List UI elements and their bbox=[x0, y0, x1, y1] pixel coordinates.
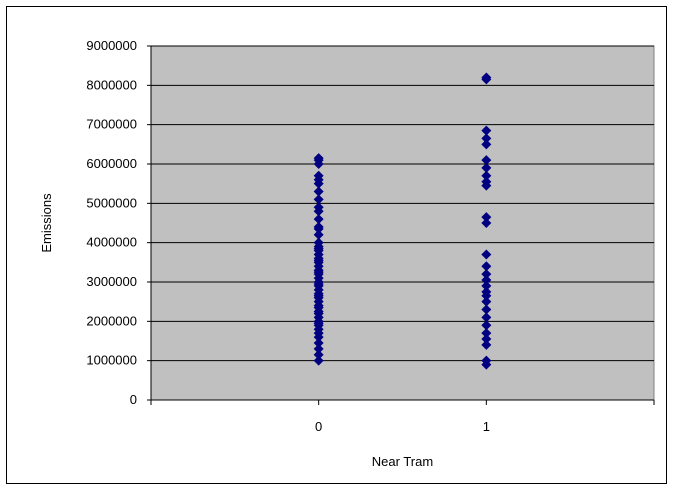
data-point bbox=[313, 355, 324, 366]
data-point bbox=[481, 312, 492, 323]
data-point bbox=[313, 214, 324, 225]
data-point bbox=[313, 349, 324, 360]
axes bbox=[147, 45, 655, 405]
y-tick-label: 6000000 bbox=[86, 156, 137, 171]
data-point bbox=[313, 202, 324, 213]
y-tick-label: 4000000 bbox=[86, 235, 137, 250]
data-point bbox=[313, 221, 324, 232]
data-point bbox=[313, 237, 324, 248]
x-tick-label: 0 bbox=[315, 419, 322, 434]
y-axis-title: Emissions bbox=[39, 193, 54, 253]
data-point bbox=[481, 320, 492, 331]
gridlines bbox=[151, 45, 654, 362]
data-point bbox=[481, 125, 492, 136]
data-point bbox=[481, 355, 492, 366]
data-point bbox=[481, 280, 492, 291]
y-tick-label: 3000000 bbox=[86, 274, 137, 289]
data-point bbox=[481, 133, 492, 144]
data-point bbox=[481, 162, 492, 173]
plot-area bbox=[150, 45, 655, 401]
y-tick-label: 2000000 bbox=[86, 313, 137, 328]
data-point bbox=[481, 155, 492, 166]
data-point bbox=[481, 334, 492, 345]
data-point bbox=[481, 212, 492, 223]
y-tick-label: 1000000 bbox=[86, 353, 137, 368]
data-point bbox=[481, 218, 492, 228]
data-point bbox=[481, 339, 492, 350]
data-point bbox=[313, 337, 324, 348]
y-tick-label: 8000000 bbox=[86, 77, 137, 92]
data-point bbox=[313, 153, 324, 164]
data-point bbox=[481, 269, 492, 280]
data-point bbox=[481, 176, 492, 187]
data-point bbox=[481, 328, 492, 339]
data-point bbox=[313, 186, 324, 197]
data-point bbox=[481, 275, 492, 286]
data-point bbox=[313, 194, 324, 205]
data-point bbox=[481, 139, 492, 150]
y-tick-label: 9000000 bbox=[86, 38, 137, 53]
data-point bbox=[481, 72, 492, 83]
tick-labels: 0 1000000 2000000 3000000 4000000 5000000 6000… bbox=[86, 38, 490, 434]
data-point bbox=[481, 170, 492, 181]
data-point bbox=[313, 229, 324, 240]
data-point bbox=[481, 304, 492, 315]
y-tick-label: 0 bbox=[130, 392, 137, 407]
data-points bbox=[313, 72, 492, 370]
data-point bbox=[313, 170, 324, 181]
data-point bbox=[481, 261, 492, 272]
x-tick-label: 1 bbox=[483, 419, 490, 434]
data-point bbox=[481, 249, 492, 260]
data-point bbox=[313, 343, 324, 354]
x-axis-title: Near Tram bbox=[372, 454, 433, 469]
y-tick-label: 5000000 bbox=[86, 195, 137, 210]
data-point bbox=[481, 296, 492, 307]
data-point bbox=[481, 286, 492, 297]
y-tick-label: 7000000 bbox=[86, 117, 137, 132]
